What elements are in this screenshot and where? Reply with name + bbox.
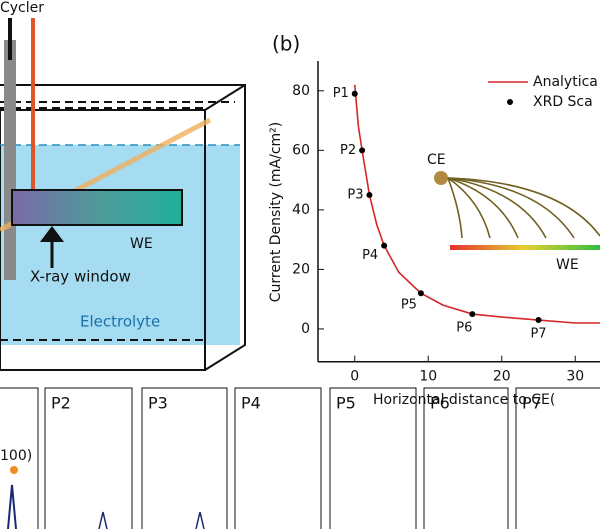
schematic: Cycler WE X-ray window Electrolyte <box>0 0 246 371</box>
inset-label: CE <box>427 152 446 168</box>
xrd-trace <box>7 484 17 529</box>
point-label: P1 <box>333 86 349 101</box>
xrd-box <box>44 387 133 529</box>
data-point <box>469 311 476 318</box>
xrd-box <box>0 387 39 529</box>
arrow-head <box>40 226 64 242</box>
x-tick-label: 20 <box>493 369 511 385</box>
we-bar <box>450 245 600 250</box>
xrd-box <box>423 387 509 529</box>
label: X-ray window <box>30 268 131 286</box>
data-point <box>535 317 542 324</box>
legend-swatch <box>507 99 513 105</box>
label: Electrolyte <box>80 313 160 331</box>
chart: (b) Current Density (mA/cm²) Horizontal … <box>268 32 600 408</box>
y-axis-label: Current Density (mA/cm²) <box>268 122 284 303</box>
y-tick-label: 0 <box>301 321 310 337</box>
data-point <box>359 147 366 154</box>
point-label: P2 <box>340 143 356 158</box>
data-point <box>417 290 424 297</box>
peak-marker <box>10 466 18 474</box>
electrolyte-fill <box>0 145 240 345</box>
xrd-box <box>515 387 600 529</box>
electrode <box>4 40 16 280</box>
point-label: P7 <box>530 327 546 342</box>
xrd-label: P6 <box>430 394 450 413</box>
xrd-label: P3 <box>148 394 168 413</box>
field-lines <box>447 177 600 239</box>
xrd-trace <box>98 511 108 529</box>
analytical-line <box>353 84 600 324</box>
xrd-panels: 100) P2 P3 P4 P5 P6 P7 <box>0 387 600 529</box>
box-front <box>0 109 206 371</box>
x-tick-label: 0 <box>350 369 359 385</box>
legend-label: XRD Sca <box>533 94 593 110</box>
ce-dot <box>434 171 448 185</box>
xrd-label: P4 <box>241 394 261 413</box>
xrd-box <box>329 387 417 529</box>
working-electrode <box>11 189 183 226</box>
box-edge <box>204 84 246 111</box>
xrd-label: P2 <box>51 394 71 413</box>
data-point <box>366 191 373 198</box>
xrd-box <box>234 387 322 529</box>
xrd-box <box>141 387 228 529</box>
x-axis-label: Horizontal distance to CE( <box>373 392 555 408</box>
box-edge <box>0 84 246 371</box>
xrd-trace <box>195 511 205 529</box>
data-point <box>351 90 358 97</box>
xrd-label: P7 <box>522 394 542 413</box>
point-label: P4 <box>362 248 378 263</box>
xrd-label: P5 <box>336 394 356 413</box>
peak-label: 100) <box>0 448 32 464</box>
y-tick-label: 20 <box>292 261 310 277</box>
point-label: P6 <box>456 321 472 336</box>
legend-label: Analytica <box>533 74 598 90</box>
x-tick-label: 10 <box>419 369 437 385</box>
point-label: P5 <box>401 298 417 313</box>
label: Cycler <box>0 0 44 16</box>
y-tick-label: 40 <box>292 202 310 218</box>
point-label: P3 <box>347 187 363 202</box>
label: WE <box>130 236 153 252</box>
x-tick-label: 30 <box>566 369 584 385</box>
panel-label: (b) <box>272 32 300 56</box>
data-point <box>381 242 388 249</box>
inset-label: WE <box>556 257 579 273</box>
y-tick-label: 80 <box>292 83 310 99</box>
y-tick-label: 60 <box>292 142 310 158</box>
